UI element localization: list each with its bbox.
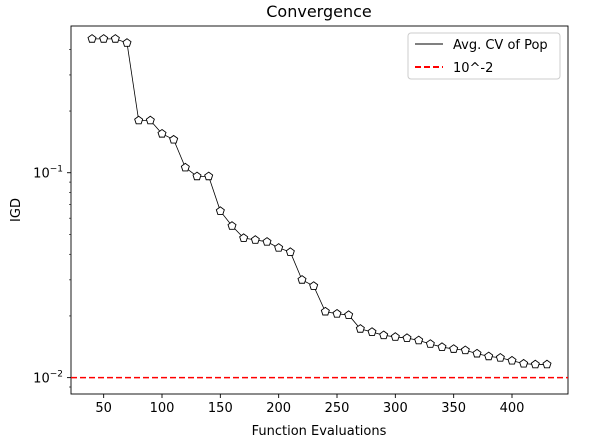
data-point — [449, 344, 459, 353]
data-point — [402, 333, 412, 342]
data-point — [495, 353, 505, 362]
data-point — [110, 34, 120, 43]
y-tick-label: 10−1 — [33, 165, 63, 182]
data-point — [390, 332, 400, 341]
legend: Avg. CV of Pop 10^-2 — [407, 32, 561, 80]
x-tick-label: 150 — [208, 401, 233, 416]
data-point — [542, 359, 552, 369]
x-tick-label: 350 — [441, 401, 466, 416]
x-axis-label: Function Evaluations — [252, 424, 387, 439]
x-tick-label: 400 — [500, 401, 525, 416]
data-point — [87, 34, 97, 43]
data-point — [145, 115, 155, 125]
y-tick-label: 10−2 — [33, 370, 63, 387]
data-point — [367, 327, 377, 336]
data-point — [355, 324, 365, 333]
data-point — [437, 342, 447, 351]
data-point — [99, 34, 109, 43]
data-point — [192, 171, 202, 181]
data-point — [484, 351, 494, 361]
series-layer — [87, 34, 552, 369]
y-axis: 10−2 10−1 — [33, 49, 71, 388]
x-tick-label: 50 — [95, 401, 112, 416]
data-point — [157, 128, 167, 138]
data-point — [215, 206, 225, 215]
x-tick-label: 250 — [325, 401, 350, 416]
data-point — [180, 162, 190, 172]
data-point — [507, 355, 517, 365]
data-point — [134, 115, 144, 125]
data-point — [262, 237, 272, 246]
data-point — [122, 38, 132, 47]
data-point — [227, 221, 237, 230]
data-point — [379, 330, 389, 340]
data-point — [460, 345, 470, 355]
data-point — [519, 358, 529, 368]
data-point — [472, 348, 482, 358]
data-point — [309, 281, 319, 290]
data-point — [530, 359, 540, 369]
data-point — [239, 233, 249, 242]
data-point — [250, 235, 260, 244]
chart-title: Convergence — [266, 2, 372, 21]
legend-series-label: Avg. CV of Pop — [453, 38, 548, 53]
x-tick-label: 100 — [150, 401, 175, 416]
data-point — [297, 275, 307, 284]
data-point — [204, 171, 214, 181]
data-point — [332, 308, 342, 318]
data-point — [320, 306, 330, 316]
data-point — [425, 339, 435, 348]
series-line — [92, 38, 547, 365]
data-point — [169, 134, 179, 144]
data-point — [274, 243, 284, 252]
x-tick-label: 200 — [266, 401, 291, 416]
x-axis: 50 100 150 200 250 300 350 400 — [95, 394, 524, 416]
plot-area — [70, 25, 569, 395]
legend-box — [407, 32, 561, 80]
y-axis-label: IGD — [9, 198, 24, 222]
data-point — [414, 335, 424, 345]
data-point — [285, 247, 295, 256]
x-tick-label: 300 — [383, 401, 408, 416]
data-point — [344, 310, 354, 319]
legend-reference-label: 10^-2 — [453, 61, 493, 76]
